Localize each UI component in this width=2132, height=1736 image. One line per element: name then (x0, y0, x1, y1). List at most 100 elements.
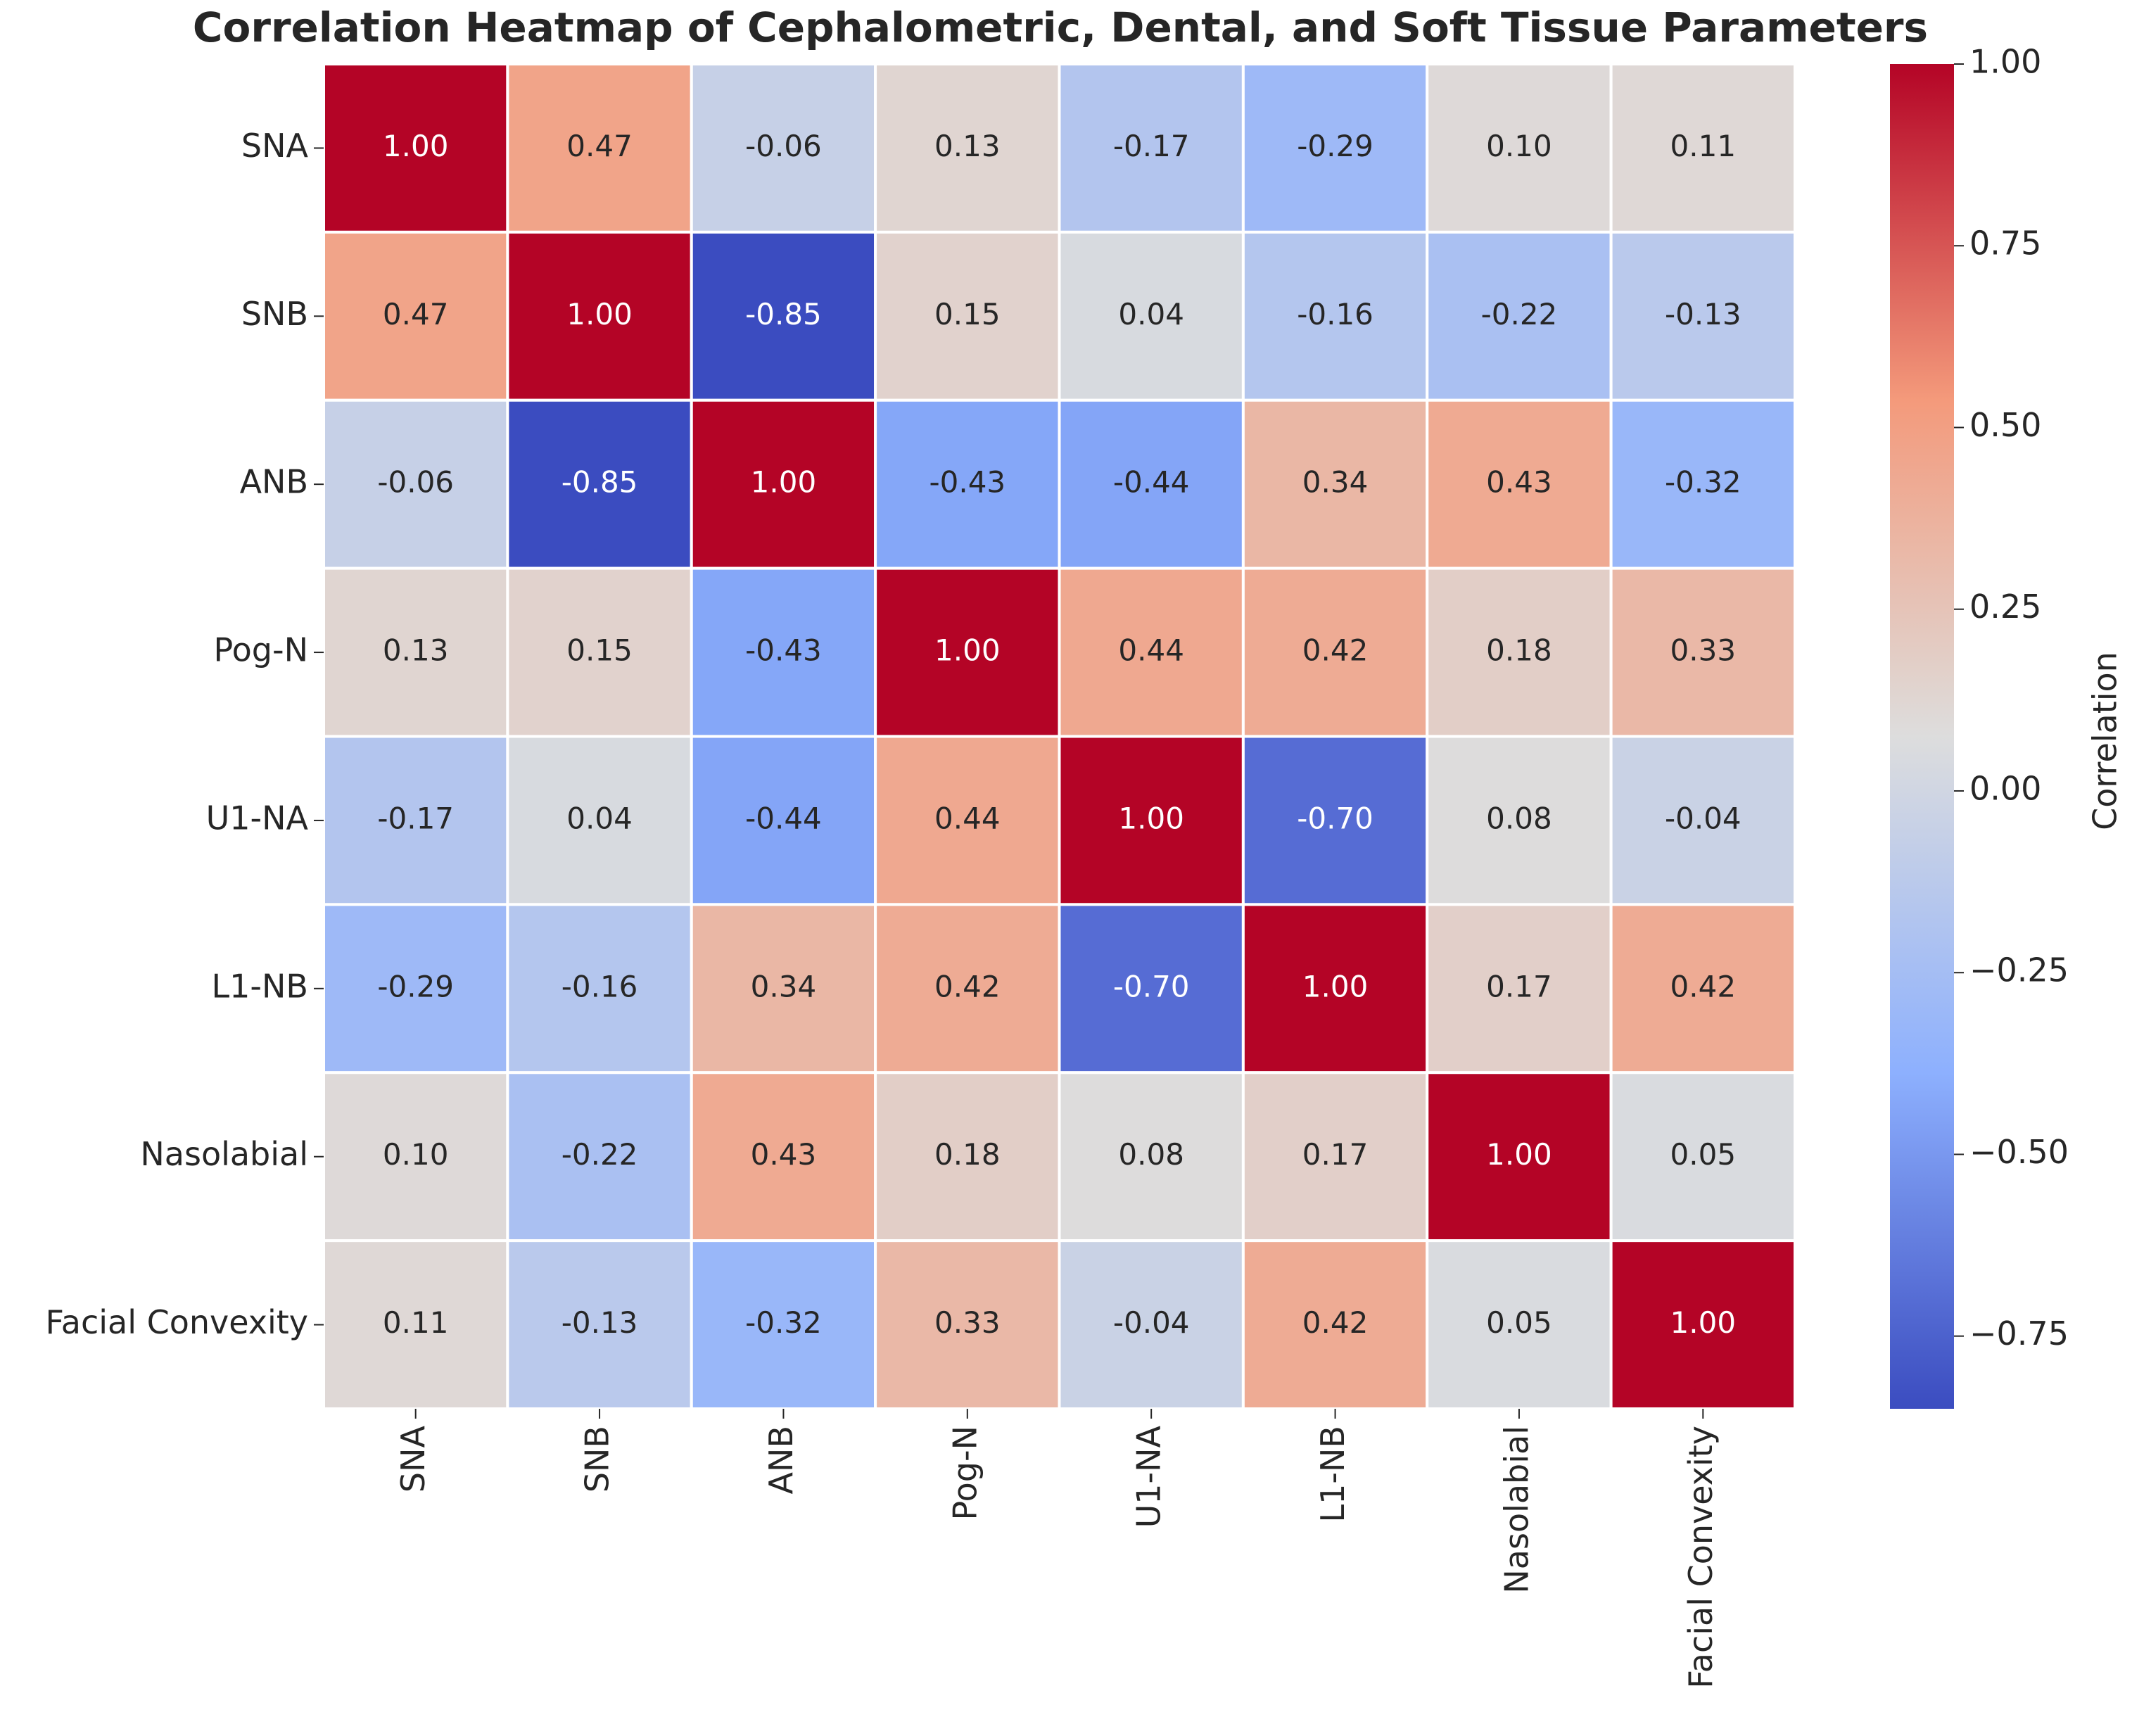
heatmap-cell (690, 566, 877, 738)
cell-value-label: -0.17 (1113, 129, 1190, 163)
heatmap-cell (506, 230, 693, 402)
chart-title: Correlation Heatmap of Cephalometric, De… (193, 4, 1928, 51)
y-tick-label: Nasolabial (140, 1135, 308, 1173)
heatmap-cell (1058, 903, 1245, 1075)
heatmap-cell (1058, 566, 1245, 738)
heatmap-cell (1426, 398, 1613, 570)
heatmap-cell (1426, 735, 1613, 906)
cell-value-label: -0.16 (1297, 297, 1373, 331)
colorbar-tick-label: 1.00 (1969, 43, 2041, 81)
heatmap-cell (1058, 735, 1245, 906)
x-tick-label: SNA (394, 1425, 432, 1493)
cell-value-label: 0.04 (566, 801, 633, 835)
cell-value-label: 0.34 (751, 969, 817, 1003)
heatmap-cell (1241, 230, 1429, 402)
heatmap-cell (690, 1239, 877, 1410)
heatmap-cell (322, 566, 509, 738)
cell-value-label: 0.13 (383, 633, 449, 668)
heatmap-cell (1609, 1239, 1796, 1410)
heatmap-cell (1609, 63, 1796, 234)
heatmap-cell (506, 398, 693, 570)
cell-value-label: -0.70 (1297, 801, 1373, 835)
cell-value-label: 1.00 (934, 633, 1001, 668)
heatmap-cell (874, 398, 1061, 570)
heatmap-cell (506, 63, 693, 234)
heatmap-cell (1241, 903, 1429, 1075)
cell-value-label: 0.05 (1486, 1305, 1552, 1340)
cell-value-label: -0.44 (1113, 465, 1190, 500)
heatmap-cell (1426, 1071, 1613, 1243)
cell-value-label: 0.44 (934, 801, 1001, 835)
cell-value-label: -0.17 (377, 801, 454, 835)
heatmap-cell (506, 903, 693, 1075)
heatmap-cell (1609, 903, 1796, 1075)
cell-value-label: -0.06 (745, 129, 822, 163)
colorbar-tick-label: 0.25 (1969, 588, 2041, 626)
cell-value-label: 0.42 (934, 969, 1001, 1003)
x-tick-label: Pog-N (946, 1426, 984, 1520)
cell-value-label: 0.04 (1118, 297, 1184, 331)
heatmap-cell (1426, 566, 1613, 738)
cell-value-label: 0.47 (566, 129, 633, 163)
colorbar-tick-label: 0.00 (1969, 769, 2041, 807)
cell-value-label: 0.42 (1670, 969, 1737, 1003)
x-tick-label: ANB (762, 1426, 800, 1494)
heatmap-cell (1241, 1071, 1429, 1243)
cell-value-label: 0.08 (1486, 801, 1552, 835)
cell-value-label: 0.17 (1486, 969, 1552, 1003)
colorbar (1890, 64, 1954, 1409)
heatmap-cell (690, 1071, 877, 1243)
cell-value-label: 0.42 (1302, 633, 1369, 668)
cell-value-label: 1.00 (1486, 1137, 1552, 1172)
cell-value-label: -0.44 (745, 801, 822, 835)
cell-value-label: 1.00 (1302, 969, 1369, 1003)
heatmap-cell (690, 903, 877, 1075)
colorbar-tick-label: 0.50 (1969, 406, 2041, 444)
heatmap-cell (874, 735, 1061, 906)
heatmap-cell (1058, 1239, 1245, 1410)
heatmap-cell (1241, 63, 1429, 234)
cell-value-label: 1.00 (383, 129, 449, 163)
cell-value-label: -0.13 (561, 1305, 638, 1340)
cell-value-label: 0.15 (934, 297, 1001, 331)
heatmap-cell (874, 566, 1061, 738)
cell-value-label: -0.43 (745, 633, 822, 668)
heatmap-cell (1609, 1071, 1796, 1243)
cell-value-label: 0.44 (1118, 633, 1184, 668)
cell-value-label: -0.13 (1665, 297, 1741, 331)
heatmap-cell (690, 63, 877, 234)
y-tick-label: Pog-N (214, 631, 308, 669)
heatmap-cell (874, 230, 1061, 402)
cell-value-label: 0.43 (1486, 465, 1552, 500)
cell-value-label: 0.18 (1486, 633, 1552, 668)
cell-value-label: 1.00 (566, 297, 633, 331)
x-tick-label: SNB (578, 1426, 616, 1493)
cell-value-label: 1.00 (751, 465, 817, 500)
cell-value-label: 0.15 (566, 633, 633, 668)
cell-value-label: 1.00 (1118, 801, 1184, 835)
cell-value-label: -0.04 (1113, 1305, 1190, 1340)
heatmap-cell (322, 1071, 509, 1243)
cell-value-label: -0.43 (929, 465, 1005, 500)
heatmap-cell (322, 63, 509, 234)
cell-value-label: -0.85 (561, 465, 638, 500)
heatmap-cell (1609, 735, 1796, 906)
cell-value-label: 0.11 (383, 1305, 449, 1340)
cell-value-label: -0.06 (377, 465, 454, 500)
colorbar-label: Correlation (2086, 652, 2124, 830)
y-tick-label: L1-NB (212, 967, 308, 1005)
cell-value-label: 0.11 (1670, 129, 1737, 163)
y-tick-label: U1-NA (206, 799, 309, 837)
cell-value-label: 1.00 (1670, 1305, 1737, 1340)
heatmap-cell (690, 398, 877, 570)
cell-value-label: -0.29 (1297, 129, 1373, 163)
cell-value-label: -0.29 (377, 969, 454, 1003)
colorbar-tick-label: −0.25 (1969, 951, 2069, 989)
x-tick-label: Facial Convexity (1682, 1426, 1720, 1688)
heatmap-cell (1426, 903, 1613, 1075)
cell-value-label: -0.85 (745, 297, 822, 331)
cell-value-label: 0.42 (1302, 1305, 1369, 1340)
y-tick-label: SNB (241, 295, 308, 333)
cell-value-label: 0.33 (934, 1305, 1001, 1340)
